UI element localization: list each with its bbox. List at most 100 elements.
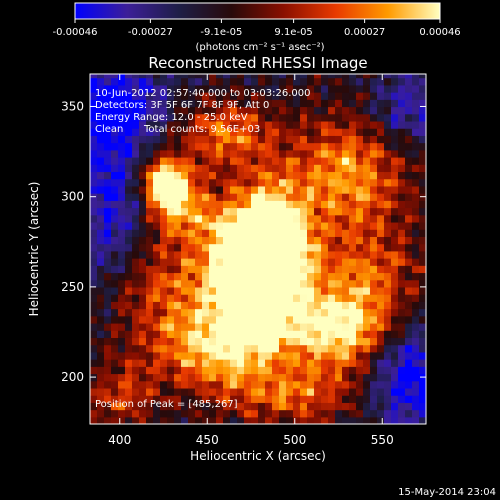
heatmap-cell (258, 178, 266, 187)
heatmap-cell (335, 286, 343, 295)
heatmap-cell (398, 265, 406, 274)
heatmap-cell (209, 74, 217, 79)
footer-timestamp: 15-May-2014 23:04 (398, 487, 496, 498)
heatmap-cell (356, 250, 364, 259)
heatmap-cell (314, 380, 322, 389)
heatmap-cell (265, 272, 273, 281)
heatmap-cell (328, 286, 336, 295)
heatmap-cell (300, 395, 308, 403)
heatmap-cell (97, 193, 105, 201)
heatmap-cell (293, 99, 301, 108)
heatmap-cell (237, 337, 245, 346)
heatmap-cell (258, 395, 266, 403)
heatmap-cell (286, 301, 294, 310)
heatmap-cell (195, 322, 203, 331)
heatmap-cell (300, 315, 308, 324)
heatmap-cell (363, 250, 371, 259)
heatmap-cell (272, 409, 280, 418)
heatmap-cell (132, 315, 140, 324)
heatmap-cell (300, 402, 308, 411)
heatmap-cell (293, 258, 301, 266)
heatmap-cell (279, 301, 287, 310)
heatmap-cell (377, 359, 385, 367)
heatmap-cell (153, 229, 161, 237)
heatmap-cell (279, 258, 287, 266)
heatmap-cell (279, 99, 287, 108)
heatmap-cell (356, 214, 364, 223)
heatmap-cell (370, 258, 378, 266)
heatmap-cell (167, 294, 175, 302)
annotation-energy: Energy Range: 12.0 - 25.0 keV (95, 112, 248, 123)
heatmap-cell (370, 330, 378, 339)
heatmap-cell (251, 193, 259, 201)
heatmap-cell (223, 416, 231, 424)
heatmap-cell (272, 92, 280, 100)
heatmap-cell (125, 322, 133, 331)
heatmap-cell (286, 221, 294, 230)
heatmap-cell (160, 171, 168, 180)
heatmap-cell (139, 178, 147, 187)
heatmap-cell (279, 409, 287, 418)
heatmap-cell (272, 330, 280, 339)
heatmap-cell (97, 301, 105, 310)
heatmap-cell (419, 301, 426, 310)
heatmap-cell (356, 286, 364, 295)
heatmap-cell (258, 337, 266, 346)
heatmap-cell (216, 200, 224, 209)
heatmap-cell (300, 308, 308, 317)
heatmap-cell (153, 373, 161, 382)
heatmap-cell (237, 243, 245, 252)
heatmap-cell (244, 207, 252, 216)
heatmap-cell (363, 337, 371, 346)
heatmap-cell (384, 351, 392, 360)
heatmap-cell (377, 243, 385, 252)
heatmap-cell (412, 286, 420, 295)
heatmap-cell (370, 185, 378, 194)
heatmap-cell (153, 214, 161, 223)
heatmap-cell (314, 279, 322, 288)
heatmap-cell (391, 156, 399, 165)
heatmap-cell (363, 258, 371, 266)
heatmap-cell (356, 416, 364, 424)
heatmap-cell (370, 344, 378, 353)
heatmap-cell (405, 265, 413, 274)
heatmap-cell (188, 236, 196, 245)
heatmap-cell (286, 322, 294, 331)
heatmap-cell (300, 258, 308, 266)
heatmap-cell (349, 308, 357, 317)
heatmap-cell (146, 301, 154, 310)
heatmap-cell (195, 272, 203, 281)
heatmap-cell (111, 416, 119, 424)
heatmap-cell (391, 221, 399, 230)
heatmap-cell (363, 380, 371, 389)
x-tick-label: 500 (283, 433, 306, 447)
heatmap-cell (363, 156, 371, 165)
heatmap-cell (377, 193, 385, 201)
heatmap-cell (328, 308, 336, 317)
heatmap-cell (300, 294, 308, 302)
heatmap-cell (174, 193, 182, 201)
heatmap-cell (328, 258, 336, 266)
heatmap-cell (125, 402, 133, 411)
heatmap-cell (223, 214, 231, 223)
heatmap-cell (377, 373, 385, 382)
heatmap-cell (384, 229, 392, 237)
heatmap-cell (181, 236, 189, 245)
heatmap-cell (398, 258, 406, 266)
heatmap-cell (272, 120, 280, 129)
heatmap-cell (377, 164, 385, 173)
heatmap-cell (384, 74, 392, 79)
heatmap-cell (286, 344, 294, 353)
heatmap-cell (97, 286, 105, 295)
heatmap-cell (405, 380, 413, 389)
heatmap-cell (216, 337, 224, 346)
heatmap-cell (405, 373, 413, 382)
annotation-detectors: Detectors: 3F 5F 6F 7F 8F 9F, Att 0 (95, 100, 269, 111)
heatmap-cell (251, 185, 259, 194)
heatmap-cell (314, 92, 322, 100)
heatmap-cell (202, 286, 210, 295)
heatmap-cell (314, 128, 322, 136)
heatmap-cell (139, 164, 147, 173)
heatmap-cell (335, 200, 343, 209)
heatmap-cell (370, 395, 378, 403)
